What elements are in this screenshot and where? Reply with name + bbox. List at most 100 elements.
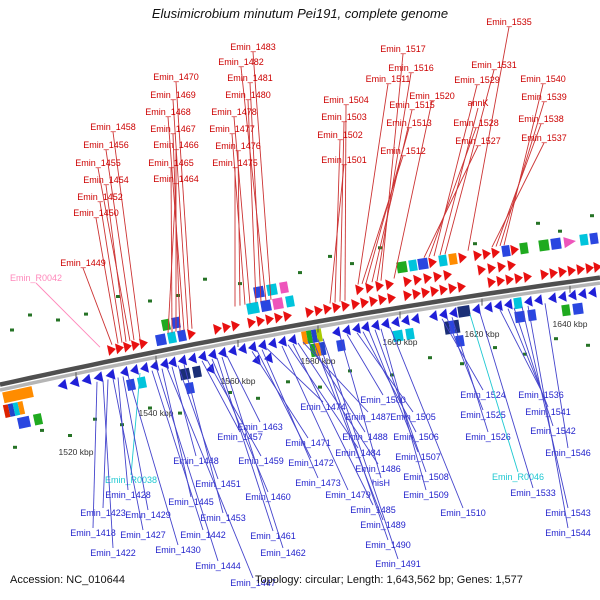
gene-glyph (561, 304, 571, 317)
gene-arrow-reverse (391, 316, 400, 328)
gene-arrow-forward (360, 297, 369, 309)
gene-label-reverse: Emin_1510 (440, 508, 486, 518)
label-connector-forward (433, 84, 478, 257)
gene-glyph (585, 263, 594, 274)
gene-arrow-forward (473, 250, 482, 262)
label-connector-reverse (287, 344, 359, 449)
gene-glyph (177, 329, 187, 342)
gene-block (448, 253, 458, 266)
gene-glyph (114, 343, 124, 355)
gene-block (285, 295, 295, 308)
gene-glyph (138, 338, 148, 350)
gene-block (589, 232, 599, 245)
scale-label: 1520 kbp (59, 447, 94, 457)
gene-arrow-forward (443, 269, 452, 281)
gene-block (579, 233, 589, 246)
gene-label-forward: Emin_1464 (153, 174, 199, 184)
gene-glyph (429, 310, 438, 322)
gene-arrow-forward (507, 260, 516, 272)
gene-label-forward: Emin_1511 (366, 74, 411, 84)
gene-label-forward: Emin_1478 (211, 107, 257, 117)
gene-arrow-reverse (252, 354, 261, 366)
gene-glyph (81, 373, 92, 385)
gene-glyph (69, 376, 80, 388)
gene-label-forward: Emin_1531 (471, 60, 517, 70)
gene-arrow-reverse (264, 352, 273, 364)
label-connector-forward (344, 104, 347, 301)
gene-label-forward: Emin_1503 (321, 112, 367, 122)
gene-block (501, 244, 511, 258)
status-topology-text: Topology: circular; Length: 1,643,562 bp… (255, 574, 523, 586)
gene-label-forward: Emin_1480 (225, 90, 271, 100)
gene-arrow-reverse (429, 310, 438, 322)
gene-glyph (550, 237, 562, 250)
gene-glyph (507, 260, 516, 272)
label-connector-forward (444, 69, 495, 255)
gene-block (272, 297, 284, 310)
gene-glyph (198, 350, 207, 362)
gene-glyph (534, 294, 543, 306)
gene-arrow-reverse (401, 314, 410, 326)
gene-glyph (423, 273, 432, 285)
gene-arrow-reverse (206, 363, 215, 374)
label-connector-forward (172, 133, 181, 332)
gene-arrow-reverse (588, 286, 597, 298)
gene-glyph (457, 281, 466, 293)
gene-glyph (457, 305, 471, 318)
gene-label-reverse: Emin_1487 (345, 412, 391, 422)
gene-glyph (455, 334, 465, 348)
gene-arrow-forward (523, 271, 532, 283)
gene-stripe (2, 404, 11, 418)
feature-dot (116, 295, 120, 298)
label-connector-reverse (479, 312, 534, 489)
gene-arrow-reverse (278, 335, 287, 347)
gene-glyph (16, 415, 32, 430)
gene-block (161, 318, 171, 331)
gene-glyph (378, 294, 387, 306)
gene-glyph (167, 331, 177, 344)
gene-glyph (332, 326, 341, 338)
gene-block (192, 365, 202, 378)
label-connector-reverse (112, 378, 144, 531)
feature-dot (428, 356, 432, 360)
gene-glyph (268, 337, 277, 349)
gene-label-reverse: Emin_1461 (250, 531, 296, 541)
gene-block (457, 305, 471, 318)
gene-glyph (355, 284, 364, 296)
label-connector-forward (105, 184, 127, 342)
label-connector-forward (252, 51, 272, 300)
gene-arrow-reverse (140, 362, 150, 373)
gene-arrow-forward (576, 264, 585, 276)
gene-block (513, 297, 523, 310)
feature-dot (40, 428, 44, 432)
feature-dot (586, 343, 590, 347)
gene-arrow-forward (540, 269, 549, 281)
label-connector-forward (35, 282, 101, 348)
gene-arrow-reverse (361, 321, 370, 333)
gene-label-forward: Emin_R0042 (10, 273, 62, 283)
gene-label-reverse: Emin_1463 (237, 422, 283, 432)
label-connector-reverse (346, 334, 384, 396)
gene-arrow-reverse (439, 308, 448, 320)
label-connector-reverse (302, 341, 369, 413)
gene-block (260, 299, 272, 313)
label-connector-reverse (292, 343, 374, 506)
gene-glyph (403, 290, 412, 302)
gene-glyph (589, 232, 599, 245)
gene-glyph (421, 287, 430, 299)
gene-label-reverse: Emin_1506 (393, 432, 439, 442)
gene-label-reverse: Emin_1536 (518, 390, 564, 400)
gene-glyph (256, 316, 265, 327)
gene-label-reverse: hisH (372, 478, 390, 488)
gene-label-reverse: Emin_1448 (173, 456, 219, 466)
gene-label-reverse: Emin_1546 (545, 448, 591, 458)
label-connector-reverse (206, 359, 262, 457)
label-connector-forward (371, 109, 413, 283)
label-connector-reverse (177, 365, 219, 480)
feature-dot (554, 337, 558, 341)
feature-dot (473, 242, 477, 246)
gene-label-forward: Emin_1476 (215, 141, 261, 151)
gene-arrow-reverse (494, 300, 503, 312)
